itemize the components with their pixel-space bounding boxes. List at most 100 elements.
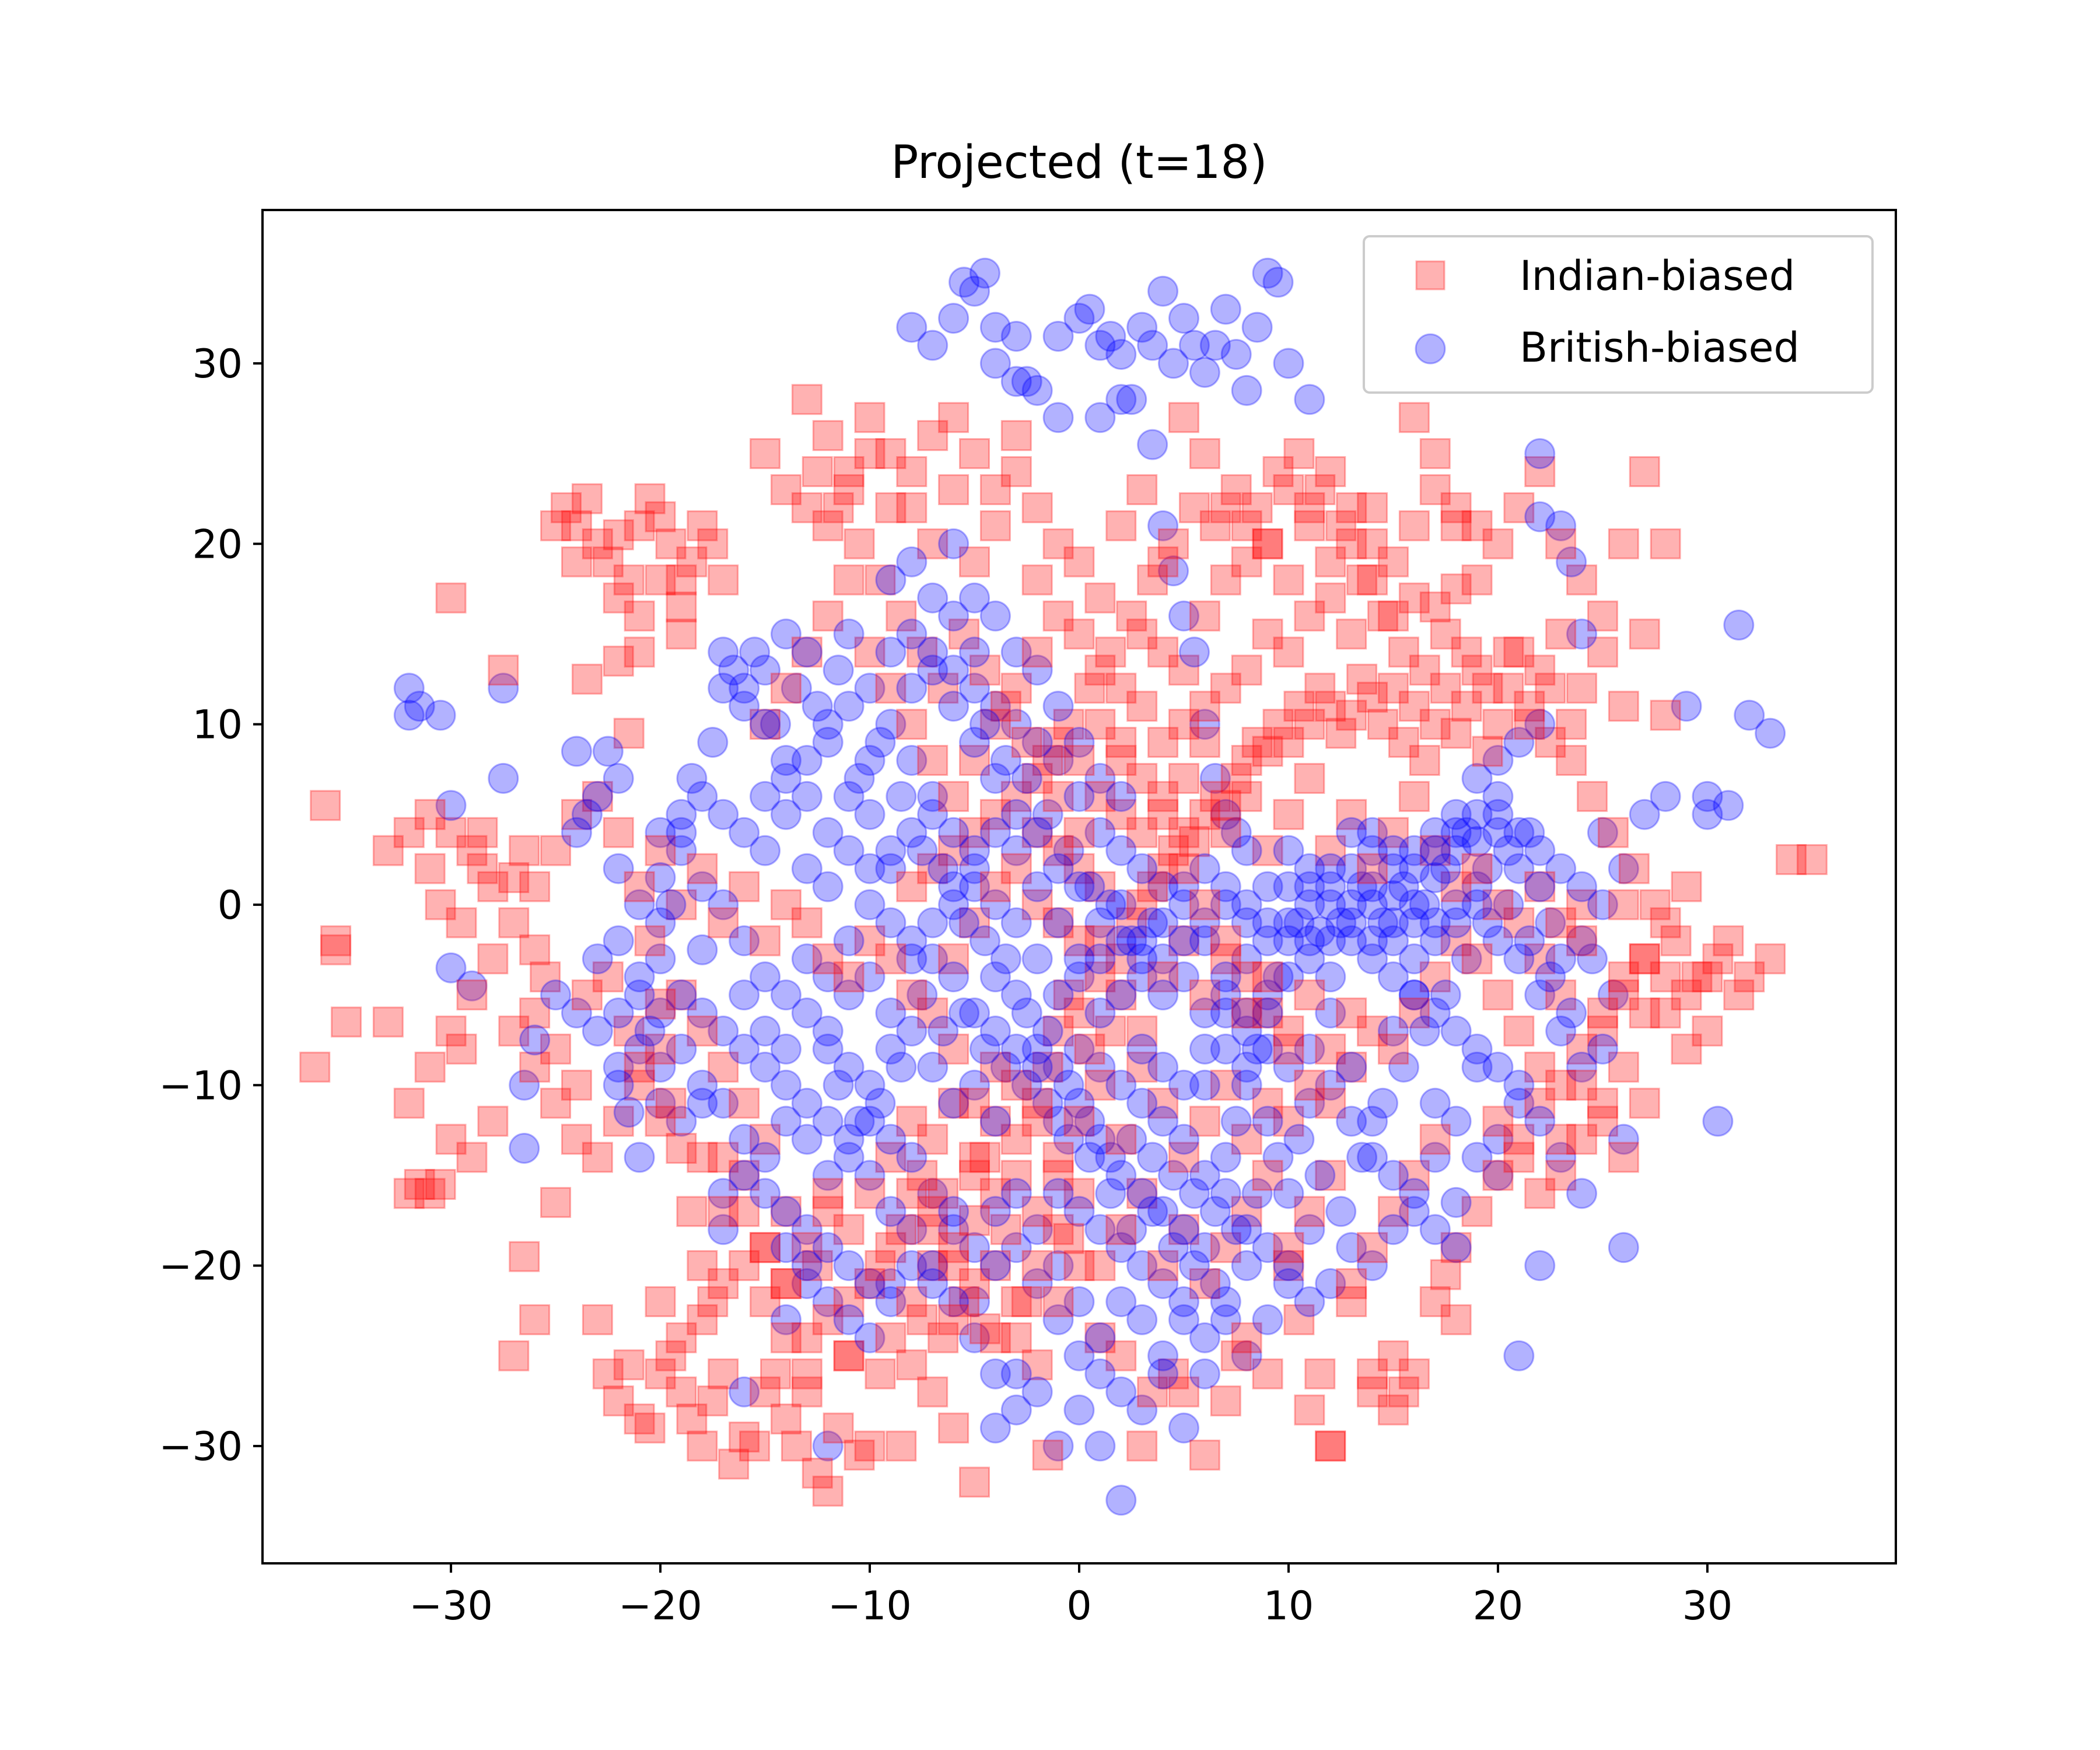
indian-biased-point bbox=[1042, 1214, 1074, 1245]
british-biased-point bbox=[1440, 835, 1472, 866]
british-biased-point bbox=[1304, 1160, 1336, 1191]
indian-biased-point bbox=[979, 799, 1011, 830]
british-biased-point bbox=[938, 1286, 970, 1317]
indian-biased-point bbox=[1105, 1124, 1137, 1155]
indian-biased-point bbox=[979, 1051, 1011, 1083]
indian-biased-point bbox=[1503, 1142, 1535, 1173]
british-biased-point bbox=[896, 744, 928, 776]
british-biased-point bbox=[1189, 998, 1220, 1029]
british-biased-point bbox=[1126, 1304, 1158, 1335]
indian-biased-point bbox=[1608, 961, 1639, 993]
indian-biased-point bbox=[477, 1105, 509, 1137]
british-biased-point bbox=[875, 1124, 907, 1155]
british-biased-point bbox=[1095, 1142, 1126, 1173]
british-biased-point bbox=[634, 1015, 666, 1046]
indian-biased-point bbox=[1493, 636, 1524, 668]
indian-biased-point bbox=[1315, 835, 1346, 866]
british-biased-point bbox=[1000, 366, 1032, 397]
indian-biased-point bbox=[760, 1358, 791, 1390]
x-tick-label: −10 bbox=[828, 1583, 912, 1629]
indian-biased-point bbox=[1503, 492, 1535, 523]
british-biased-point bbox=[1503, 853, 1535, 884]
british-biased-point bbox=[979, 889, 1011, 921]
indian-biased-point bbox=[729, 1250, 760, 1282]
british-biased-point bbox=[959, 1069, 991, 1101]
indian-biased-point bbox=[561, 510, 592, 541]
british-biased-point bbox=[1357, 871, 1388, 902]
british-biased-point bbox=[1315, 961, 1346, 993]
british-biased-point bbox=[854, 1268, 886, 1300]
british-biased-point bbox=[1126, 943, 1158, 975]
indian-biased-point bbox=[1084, 654, 1116, 686]
british-biased-point bbox=[1126, 1087, 1158, 1119]
british-biased-point bbox=[1231, 1015, 1262, 1046]
british-biased-point bbox=[687, 871, 718, 902]
british-biased-point bbox=[770, 1105, 802, 1137]
british-biased-point bbox=[1514, 925, 1545, 957]
british-biased-point bbox=[928, 1015, 959, 1046]
british-biased-point bbox=[1074, 871, 1105, 902]
british-biased-point bbox=[708, 1087, 739, 1119]
indian-biased-point bbox=[1011, 1286, 1042, 1317]
british-biased-point bbox=[1440, 817, 1472, 848]
indian-biased-point bbox=[1325, 510, 1357, 541]
indian-biased-point bbox=[1021, 564, 1053, 596]
british-biased-point bbox=[875, 998, 907, 1029]
indian-biased-point bbox=[770, 889, 802, 921]
british-biased-point bbox=[1252, 1105, 1283, 1137]
x-tick-label: 30 bbox=[1682, 1583, 1733, 1629]
british-biased-point bbox=[1199, 1268, 1231, 1300]
british-biased-point bbox=[990, 1051, 1021, 1083]
indian-biased-point bbox=[1042, 780, 1074, 812]
indian-biased-point bbox=[938, 1304, 970, 1335]
british-biased-point bbox=[907, 979, 938, 1011]
indian-biased-point bbox=[750, 438, 781, 470]
british-biased-point bbox=[1042, 1051, 1074, 1083]
british-biased-point bbox=[791, 1250, 822, 1282]
indian-biased-point bbox=[864, 564, 896, 596]
british-biased-point bbox=[959, 673, 991, 704]
indian-biased-point bbox=[1126, 1178, 1158, 1209]
british-biased-point bbox=[1524, 709, 1556, 740]
british-biased-point bbox=[729, 1033, 760, 1065]
indian-biased-point bbox=[1231, 654, 1262, 686]
british-biased-point bbox=[896, 1015, 928, 1046]
british-biased-point bbox=[1210, 1178, 1241, 1209]
british-biased-point bbox=[1252, 257, 1283, 289]
british-biased-point bbox=[1419, 1087, 1451, 1119]
indian-biased-point bbox=[708, 1268, 739, 1300]
british-biased-point bbox=[1042, 744, 1074, 776]
indian-biased-point bbox=[1021, 762, 1053, 794]
indian-biased-point bbox=[938, 474, 970, 505]
british-biased-point bbox=[1042, 979, 1074, 1011]
indian-biased-point bbox=[540, 510, 572, 541]
british-biased-point bbox=[938, 817, 970, 848]
indian-biased-point bbox=[1377, 546, 1409, 578]
british-biased-point bbox=[791, 1214, 822, 1245]
british-biased-point bbox=[1000, 321, 1032, 352]
british-biased-point bbox=[1168, 1214, 1199, 1245]
british-biased-point bbox=[1168, 303, 1199, 334]
british-biased-point bbox=[1294, 871, 1325, 902]
indian-biased-point bbox=[1566, 1069, 1598, 1101]
indian-biased-point bbox=[791, 1232, 822, 1264]
british-biased-point bbox=[1482, 1160, 1514, 1191]
indian-biased-point bbox=[1042, 528, 1074, 559]
british-biased-point bbox=[1556, 998, 1587, 1029]
indian-biased-point bbox=[1377, 1394, 1409, 1426]
british-biased-point bbox=[1189, 1232, 1220, 1264]
indian-biased-point bbox=[1189, 1105, 1220, 1137]
indian-biased-point bbox=[1702, 943, 1734, 975]
british-biased-point bbox=[1084, 330, 1116, 361]
british-biased-point bbox=[875, 835, 907, 866]
british-biased-point bbox=[1315, 998, 1346, 1029]
indian-biased-point bbox=[791, 1376, 822, 1408]
british-biased-point bbox=[917, 330, 949, 361]
british-biased-point bbox=[1011, 1069, 1042, 1101]
indian-biased-point bbox=[1315, 456, 1346, 488]
british-biased-point bbox=[917, 654, 949, 686]
indian-biased-point bbox=[1158, 528, 1189, 559]
british-biased-point bbox=[854, 1069, 886, 1101]
british-biased-point bbox=[687, 998, 718, 1029]
british-biased-point bbox=[1325, 1196, 1357, 1227]
